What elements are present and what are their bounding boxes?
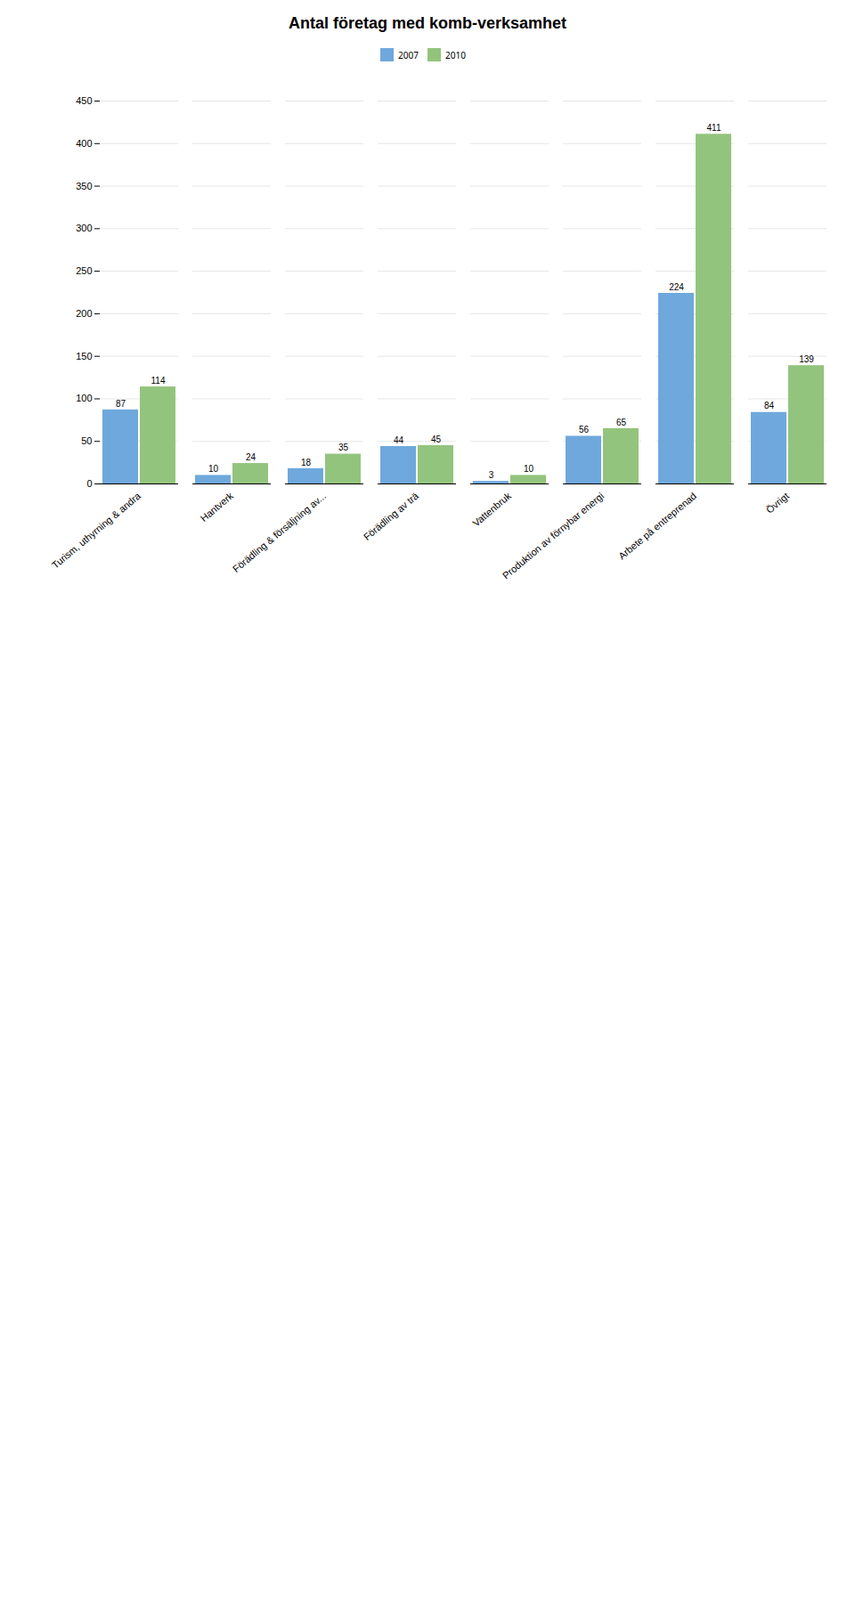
svg-text:Turism, uthyrning & andra: Turism, uthyrning & andra (49, 489, 144, 571)
svg-text:411: 411 (707, 122, 722, 133)
svg-text:18: 18 (301, 457, 312, 468)
svg-text:87: 87 (115, 399, 127, 409)
svg-text:45: 45 (431, 434, 442, 445)
svg-text:139: 139 (798, 354, 815, 365)
svg-text:65: 65 (616, 417, 627, 428)
html-text:Antal företag med komb-verksam: Antal företag med komb-verksamhet (288, 14, 567, 33)
svg-text:0: 0 (86, 478, 92, 489)
svg-text:150: 150 (75, 350, 92, 362)
svg-text:300: 300 (75, 222, 92, 234)
svg-text:400: 400 (75, 138, 92, 149)
svg-text:Produktion av förnybar energi: Produktion av förnybar energi (500, 490, 606, 582)
svg-text:10: 10 (208, 464, 220, 474)
svg-text:35: 35 (338, 442, 350, 453)
svg-text:10: 10 (523, 464, 535, 474)
svg-text:Hantverk: Hantverk (198, 489, 237, 524)
svg-text:114: 114 (151, 375, 166, 386)
html-text:2007: 2007 (398, 48, 419, 62)
html-text:2010: 2010 (445, 48, 466, 62)
svg-text:200: 200 (75, 308, 92, 319)
svg-text:Övrigt: Övrigt (764, 490, 791, 516)
svg-text:100: 100 (75, 392, 92, 404)
svg-text:44: 44 (393, 435, 405, 446)
svg-text:Förädling av trä: Förädling av trä (361, 489, 422, 543)
svg-text:56: 56 (578, 424, 590, 435)
svg-text:250: 250 (75, 265, 92, 277)
svg-text:Arbete på entreprenad: Arbete på entreprenad (616, 490, 699, 562)
svg-text:Förädling & försäljning av...: Förädling & försäljning av... (230, 490, 328, 575)
svg-text:84: 84 (764, 400, 775, 411)
svg-text:50: 50 (81, 435, 92, 447)
svg-text:Vattenbruk: Vattenbruk (470, 489, 513, 529)
svg-text:224: 224 (668, 282, 684, 293)
svg-text:24: 24 (245, 452, 257, 463)
svg-text:450: 450 (75, 95, 92, 106)
svg-text:3: 3 (488, 470, 495, 481)
svg-text:350: 350 (75, 180, 92, 192)
